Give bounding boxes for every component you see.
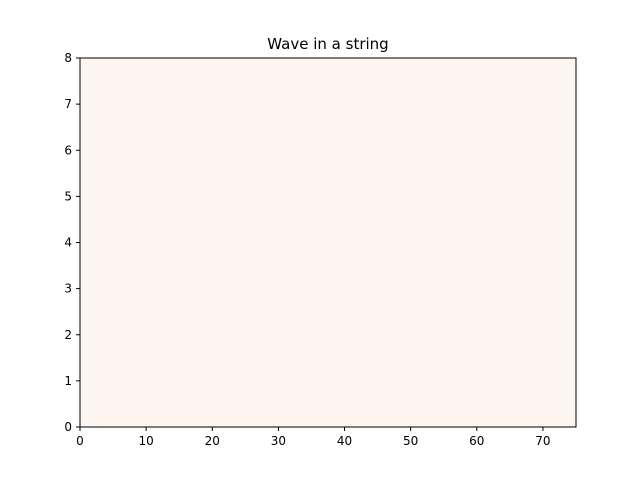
x-tick-label: 70 — [535, 434, 550, 448]
plot-background — [80, 58, 576, 427]
y-tick-label: 0 — [64, 420, 72, 434]
chart-title: Wave in a string — [267, 35, 388, 53]
x-axis: 0 10 20 30 40 50 60 70 — [76, 427, 551, 448]
y-tick-label: 8 — [64, 51, 72, 65]
x-tick-label: 10 — [138, 434, 153, 448]
x-tick-label: 20 — [205, 434, 220, 448]
y-tick-label: 5 — [64, 189, 72, 203]
x-tick-label: 40 — [337, 434, 352, 448]
y-tick-label: 2 — [64, 328, 72, 342]
y-tick-label: 6 — [64, 143, 72, 157]
y-tick-label: 7 — [64, 97, 72, 111]
y-axis: 0 1 2 3 4 5 6 7 8 — [64, 51, 80, 434]
x-tick-label: 0 — [76, 434, 84, 448]
x-tick-label: 60 — [469, 434, 484, 448]
x-tick-label: 50 — [403, 434, 418, 448]
y-tick-label: 1 — [64, 374, 72, 388]
x-tick-label: 30 — [271, 434, 286, 448]
y-tick-label: 3 — [64, 282, 72, 296]
y-tick-label: 4 — [64, 236, 72, 250]
plot-area — [79, 57, 577, 428]
